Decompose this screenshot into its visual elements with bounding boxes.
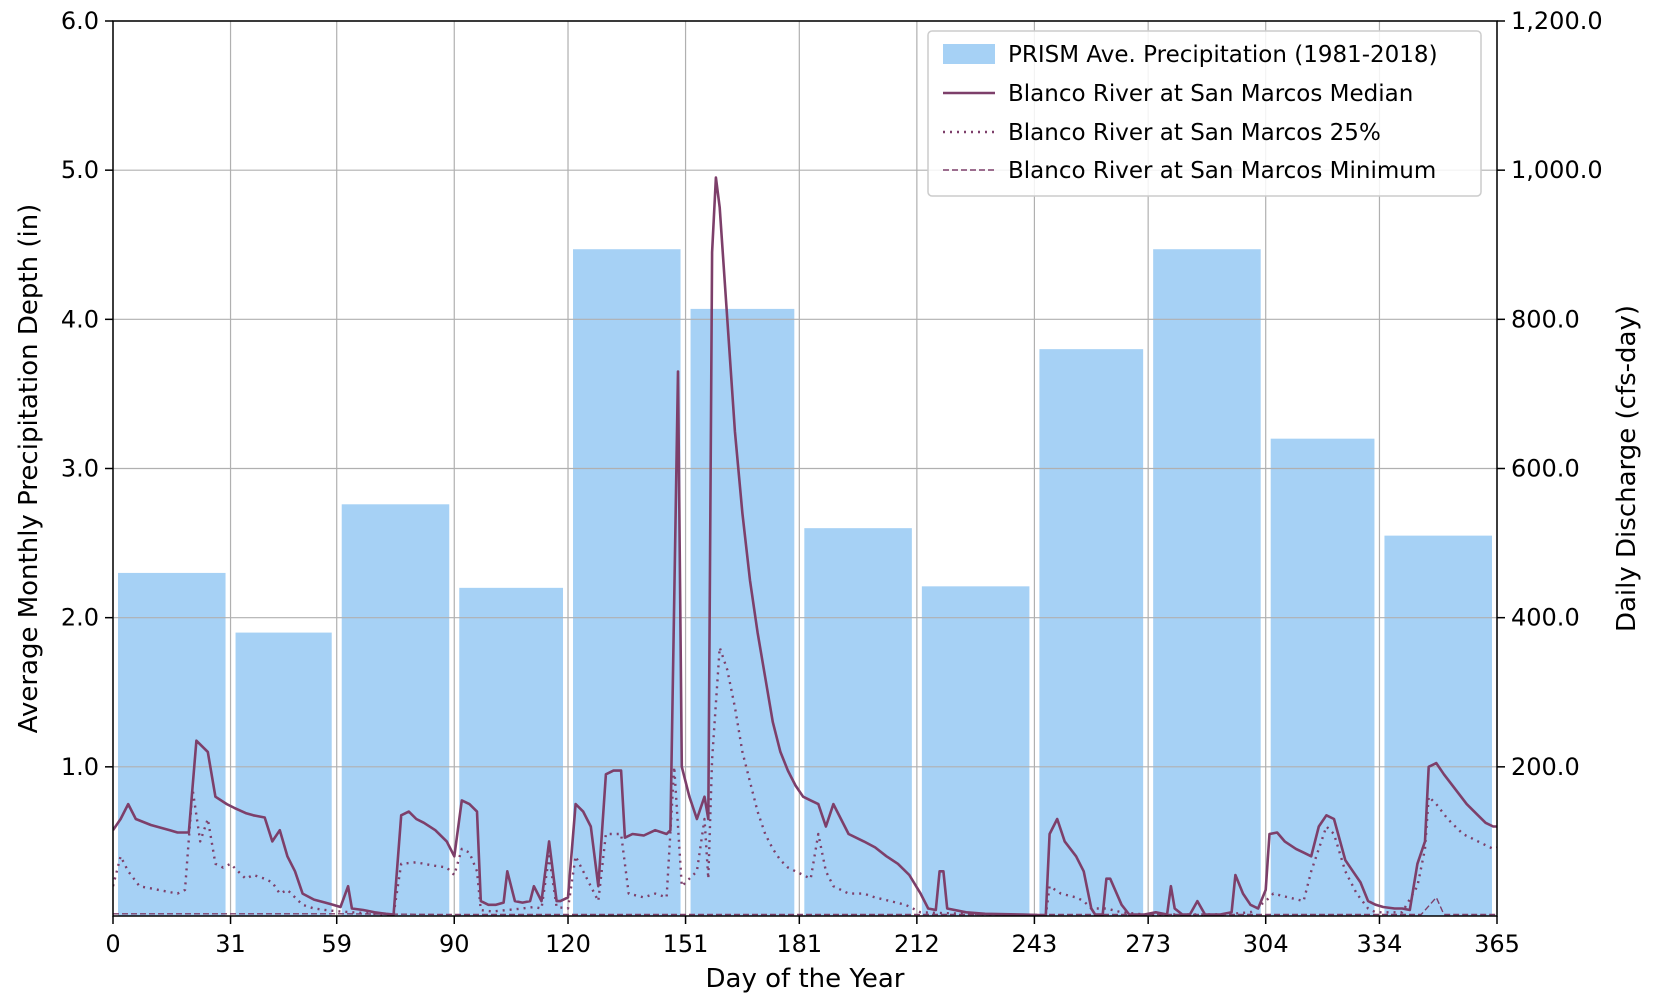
precip-bar <box>804 528 912 916</box>
legend-label-minimum: Blanco River at San Marcos Minimum <box>1008 158 1436 184</box>
precip-bar <box>921 586 1030 916</box>
y-left-tick-label: 5.0 <box>61 156 99 184</box>
precip-bar <box>573 249 681 917</box>
y-left-tick-label: 2.0 <box>61 604 99 632</box>
x-tick-label: 120 <box>545 930 591 958</box>
y-axis-right-label: Daily Discharge (cfs-day) <box>1612 305 1642 632</box>
y-right-tick-label: 400.0 <box>1511 604 1580 632</box>
x-tick-label: 243 <box>1011 930 1057 958</box>
legend: PRISM Ave. Precipitation (1981-2018) Bla… <box>927 30 1482 197</box>
x-tick-label: 212 <box>894 930 940 958</box>
x-axis-label: Day of the Year <box>706 964 905 994</box>
discharge-lines <box>113 176 1497 916</box>
y-right-tick-label: 800.0 <box>1511 305 1580 333</box>
legend-box <box>927 30 1482 197</box>
axis-ticks: 0 31 59 90 120 151 181 212 243 273 304 334 365 1.0 2.0… <box>61 7 1603 958</box>
x-tick-label: 304 <box>1243 930 1289 958</box>
y-axis-left-label: Average Monthly Precipitation Depth (in) <box>14 204 44 734</box>
precip-bar <box>459 587 564 916</box>
precip-bar <box>1384 535 1492 916</box>
x-tick-label: 273 <box>1125 930 1171 958</box>
y-right-tick-label: 1,200.0 <box>1511 7 1603 35</box>
y-left-tick-label: 6.0 <box>61 7 99 35</box>
x-tick-label: 59 <box>321 930 352 958</box>
x-tick-label: 90 <box>439 930 470 958</box>
precip-bar <box>1153 249 1261 917</box>
precipitation-bars <box>118 249 1492 917</box>
precip-bar <box>690 308 795 916</box>
x-tick-label: 31 <box>215 930 246 958</box>
percentile-25-line <box>113 646 1497 916</box>
y-left-tick-label: 1.0 <box>61 753 99 781</box>
legend-bar-swatch <box>943 44 995 64</box>
x-tick-label: 334 <box>1357 930 1403 958</box>
y-left-tick-label: 3.0 <box>61 455 99 483</box>
legend-label-precipitation: PRISM Ave. Precipitation (1981-2018) <box>1008 42 1438 68</box>
legend-label-median: Blanco River at San Marcos Median <box>1008 81 1413 107</box>
y-right-tick-label: 600.0 <box>1511 455 1580 483</box>
y-right-tick-label: 1,000.0 <box>1511 156 1603 184</box>
grid-lines <box>112 20 1498 916</box>
precip-bar <box>118 572 226 916</box>
x-tick-label: 0 <box>105 930 120 958</box>
precip-bar <box>341 504 450 916</box>
x-tick-label: 181 <box>776 930 822 958</box>
precip-bar <box>235 632 332 916</box>
legend-label-25pct: Blanco River at San Marcos 25% <box>1008 120 1381 146</box>
x-tick-label: 151 <box>663 930 709 958</box>
precip-bar <box>1270 438 1375 916</box>
median-line <box>113 176 1497 916</box>
precip-bar <box>1039 349 1144 917</box>
x-tick-label: 365 <box>1474 930 1520 958</box>
y-right-tick-label: 200.0 <box>1511 753 1580 781</box>
minimum-line <box>113 896 1497 916</box>
y-left-tick-label: 4.0 <box>61 305 99 333</box>
